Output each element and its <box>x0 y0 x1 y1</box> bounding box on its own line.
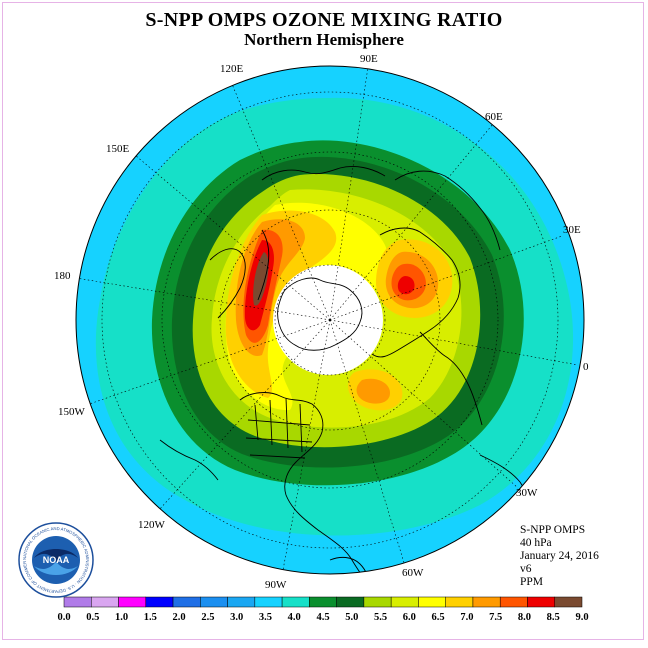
units-label: PPM <box>520 576 544 588</box>
colorbar-tick-label: 2.0 <box>173 612 186 623</box>
date-label: January 24, 2016 <box>520 550 599 562</box>
colorbar-tick-label: 3.5 <box>259 612 272 623</box>
colorbar-tick-label: 9.0 <box>575 612 588 623</box>
lon-label-150w: 150W <box>58 406 86 418</box>
colorbar-tick-label: 7.0 <box>460 612 473 623</box>
lon-label-30e: 30E <box>563 224 581 236</box>
map-boundary <box>75 65 585 575</box>
colorbar-tick-label: 6.5 <box>432 612 445 623</box>
colorbar-swatch <box>145 596 174 608</box>
colorbar-tick-label: 4.0 <box>288 612 301 623</box>
colorbar-tick-label: 3.0 <box>230 612 243 623</box>
lon-label-0: 0 <box>583 361 589 373</box>
lon-label-90e: 90E <box>360 53 378 65</box>
ozone-field-9-0 <box>253 252 269 306</box>
colorbar-swatch <box>390 596 419 608</box>
instrument-label: S-NPP OMPS <box>520 524 586 536</box>
colorbar-swatch <box>445 596 474 608</box>
pressure-level-label: 40 hPa <box>520 537 552 549</box>
lon-label-180: 180 <box>54 270 71 282</box>
lon-label-60w: 60W <box>402 567 424 579</box>
colorbar-swatch <box>200 596 228 608</box>
map-subtitle: Northern Hemisphere <box>244 30 404 49</box>
colorbar-tick-label: 8.5 <box>547 612 560 623</box>
lon-label-150e: 150E <box>106 143 130 155</box>
colorbar-swatch <box>527 596 555 608</box>
figure-frame <box>2 2 644 640</box>
colorbar-tick-label: 0.0 <box>57 612 70 623</box>
colorbar-swatch <box>472 596 501 608</box>
graticule <box>76 66 579 571</box>
version-label: v6 <box>520 563 532 575</box>
colorbar-swatch <box>363 596 392 608</box>
colorbar-swatch <box>172 596 201 608</box>
map-title: S-NPP OMPS OZONE MIXING RATIO <box>145 9 503 31</box>
colorbar-swatch <box>309 596 337 608</box>
colorbar-swatch <box>336 596 365 608</box>
colorbar-swatch <box>91 596 119 608</box>
lon-label-60e: 60E <box>485 111 503 123</box>
ozone-field-south-7-5 <box>356 378 390 404</box>
colorbar-tick-label: 8.0 <box>518 612 531 623</box>
colorbar-tick-label: 6.0 <box>403 612 416 623</box>
noaa-logo: NOAA NATIONAL OCEANIC AND ATMOSPHERIC AD… <box>18 522 94 598</box>
lon-label-120e: 120E <box>220 63 244 75</box>
polar-night-region <box>273 265 383 375</box>
colorbar-tick-label: 0.5 <box>86 612 99 623</box>
colorbar-swatch <box>554 596 583 608</box>
colorbar-swatch <box>227 596 256 608</box>
colorbar-tick-label: 1.0 <box>115 612 128 623</box>
lon-label-90w: 90W <box>265 579 287 591</box>
colorbar-tick-label: 4.5 <box>316 612 329 623</box>
colorbar-swatch <box>418 596 446 608</box>
coastlines <box>159 165 541 574</box>
colorbar-tick-label: 1.5 <box>144 612 157 623</box>
colorbar-tick-label: 2.5 <box>201 612 214 623</box>
svg-text:NOAA: NOAA <box>43 555 70 565</box>
colorbar: 0.0 0.5 1.0 1.5 2.0 2.5 3.0 3.5 4.0 4.5 5.0 5.5 6.0 6… <box>57 596 589 623</box>
colorbar-tick-label: 5.5 <box>374 612 387 623</box>
lon-label-120w: 120W <box>138 519 166 531</box>
colorbar-swatch <box>254 596 283 608</box>
colorbar-swatch <box>499 596 528 608</box>
lon-label-30w: 30W <box>516 487 538 499</box>
colorbar-tick-label: 7.5 <box>489 612 502 623</box>
colorbar-swatch <box>281 596 310 608</box>
ozone-field-east-8-5 <box>397 276 415 295</box>
colorbar-swatch <box>63 596 92 608</box>
colorbar-swatch <box>118 596 147 608</box>
colorbar-tick-label: 5.0 <box>345 612 358 623</box>
